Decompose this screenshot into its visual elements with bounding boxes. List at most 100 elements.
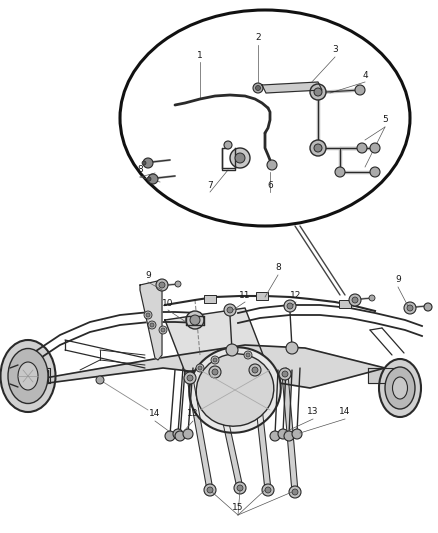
Ellipse shape (120, 10, 410, 226)
Circle shape (289, 486, 301, 498)
Circle shape (370, 143, 380, 153)
Ellipse shape (196, 354, 274, 426)
Circle shape (246, 353, 250, 357)
Ellipse shape (0, 340, 56, 412)
Circle shape (352, 297, 358, 303)
Polygon shape (165, 308, 265, 372)
Polygon shape (262, 82, 322, 93)
Circle shape (213, 358, 217, 362)
Text: 9: 9 (145, 271, 151, 279)
Ellipse shape (8, 349, 48, 403)
Circle shape (310, 84, 326, 100)
Circle shape (404, 302, 416, 314)
Circle shape (357, 143, 367, 153)
Circle shape (204, 484, 216, 496)
Circle shape (279, 368, 291, 380)
Text: 8: 8 (137, 166, 143, 174)
Text: 12: 12 (290, 290, 302, 300)
Circle shape (211, 356, 219, 364)
Circle shape (235, 153, 245, 163)
Text: 7: 7 (207, 181, 213, 190)
Circle shape (147, 177, 151, 181)
Circle shape (253, 83, 263, 93)
Circle shape (314, 88, 322, 96)
Circle shape (224, 304, 236, 316)
Circle shape (165, 431, 175, 441)
Circle shape (262, 484, 274, 496)
Circle shape (159, 282, 165, 288)
Text: 5: 5 (382, 116, 388, 125)
Circle shape (424, 303, 432, 311)
Circle shape (265, 487, 271, 493)
Circle shape (237, 485, 243, 491)
Text: 8: 8 (275, 263, 281, 272)
Circle shape (196, 364, 204, 372)
Circle shape (227, 307, 233, 313)
Circle shape (355, 85, 365, 95)
Circle shape (190, 315, 200, 325)
Circle shape (407, 305, 413, 311)
Text: 6: 6 (267, 181, 273, 190)
Circle shape (282, 371, 288, 377)
Circle shape (175, 431, 185, 441)
Circle shape (224, 141, 232, 149)
Circle shape (143, 158, 153, 168)
Polygon shape (282, 374, 298, 492)
Circle shape (148, 174, 158, 184)
Circle shape (207, 487, 213, 493)
Circle shape (249, 364, 261, 376)
Circle shape (286, 342, 298, 354)
Polygon shape (140, 280, 162, 360)
Polygon shape (45, 345, 385, 388)
Circle shape (159, 326, 167, 334)
Bar (204, 295, 216, 303)
Circle shape (369, 295, 375, 301)
Ellipse shape (18, 362, 38, 390)
Text: 3: 3 (332, 45, 338, 54)
Text: 15: 15 (232, 504, 244, 513)
Circle shape (267, 160, 277, 170)
Circle shape (270, 431, 280, 441)
Circle shape (310, 140, 326, 156)
Circle shape (183, 429, 193, 439)
Ellipse shape (189, 348, 281, 433)
Text: 13: 13 (187, 409, 199, 418)
Circle shape (349, 294, 361, 306)
Circle shape (150, 323, 154, 327)
Circle shape (234, 482, 246, 494)
Circle shape (314, 144, 322, 152)
Circle shape (284, 300, 296, 312)
Polygon shape (368, 368, 405, 383)
Ellipse shape (385, 367, 415, 409)
Polygon shape (212, 372, 243, 488)
Text: 11: 11 (239, 290, 251, 300)
Text: 1: 1 (197, 51, 203, 60)
Polygon shape (25, 368, 50, 383)
Circle shape (292, 489, 298, 495)
Circle shape (230, 148, 250, 168)
Circle shape (175, 281, 181, 287)
Circle shape (187, 375, 193, 381)
Circle shape (96, 376, 104, 384)
Circle shape (335, 167, 345, 177)
Circle shape (144, 311, 152, 319)
Circle shape (252, 367, 258, 373)
Text: 13: 13 (307, 408, 319, 416)
Circle shape (186, 311, 204, 329)
Text: 14: 14 (339, 408, 351, 416)
Text: 2: 2 (255, 34, 261, 43)
Circle shape (278, 429, 288, 439)
Text: 14: 14 (149, 409, 161, 418)
Circle shape (173, 429, 183, 439)
Circle shape (156, 279, 168, 291)
Circle shape (370, 167, 380, 177)
Circle shape (209, 366, 221, 378)
Circle shape (226, 344, 238, 356)
Bar (256, 292, 268, 300)
Circle shape (212, 369, 218, 375)
Circle shape (284, 431, 294, 441)
Text: 10: 10 (162, 298, 174, 308)
Circle shape (184, 372, 196, 384)
Text: 9: 9 (395, 276, 401, 285)
Circle shape (146, 313, 150, 317)
